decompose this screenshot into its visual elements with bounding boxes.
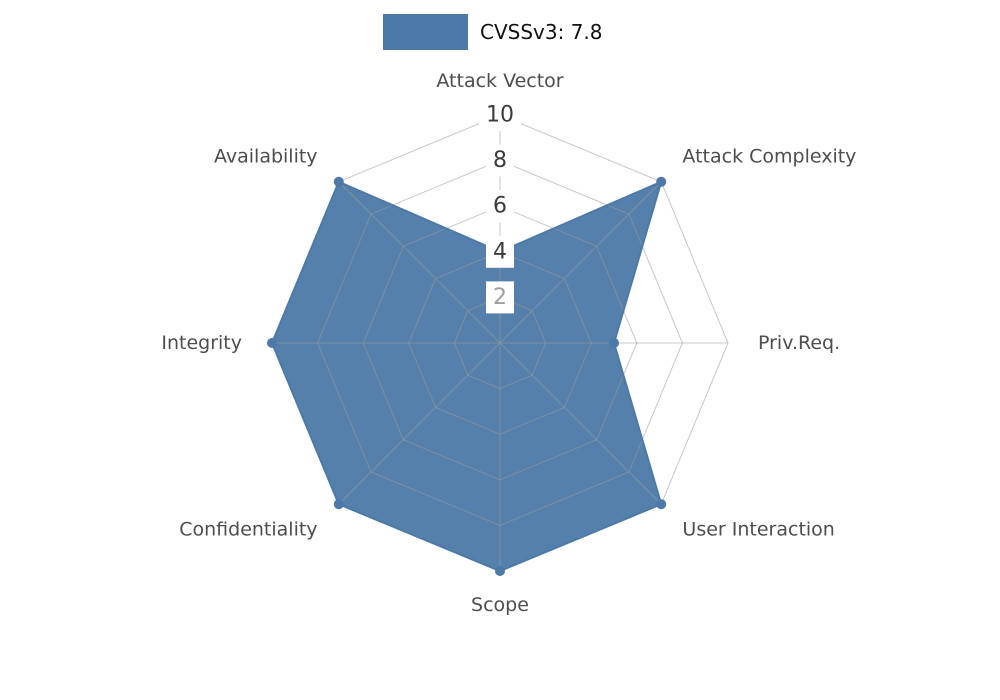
- axis-label-attack-vector: Attack Vector: [436, 70, 563, 92]
- tick-label-box: [486, 281, 514, 314]
- tick-label: 4: [493, 239, 507, 264]
- series-marker: [656, 499, 667, 510]
- axis-label-user-interaction: User Interaction: [682, 518, 834, 540]
- axis-label-priv-req: Priv.Req.: [758, 332, 840, 354]
- legend: CVSSv3: 7.8: [383, 14, 603, 50]
- tick-label: 8: [493, 148, 507, 173]
- series-marker: [495, 566, 505, 576]
- grid-spoke: [499, 181, 662, 344]
- series-marker: [267, 338, 277, 348]
- tick-label-box: [486, 235, 514, 268]
- legend-swatch: [383, 14, 468, 50]
- axis-label-confidentiality: Confidentiality: [179, 518, 317, 540]
- series-marker: [656, 176, 667, 187]
- axis-label-attack-complexity: Attack Complexity: [682, 146, 856, 168]
- tick-label: 2: [493, 285, 507, 310]
- series-marker: [609, 338, 619, 348]
- series-marker: [333, 499, 344, 510]
- legend-label: CVSSv3: 7.8: [480, 20, 603, 44]
- tick-label-box: [486, 190, 514, 223]
- tick-label: 6: [493, 194, 507, 219]
- grid-spoke: [338, 342, 501, 505]
- axis-label-scope: Scope: [471, 594, 529, 616]
- grid-spoke: [499, 342, 662, 505]
- series-marker: [333, 176, 344, 187]
- tick-label: 10: [486, 103, 514, 128]
- tick-label-box: [486, 144, 514, 177]
- axis-label-availability: Availability: [214, 146, 318, 168]
- tick-label-box: [479, 99, 521, 131]
- axis-label-integrity: Integrity: [161, 332, 242, 354]
- grid-spoke: [338, 181, 501, 344]
